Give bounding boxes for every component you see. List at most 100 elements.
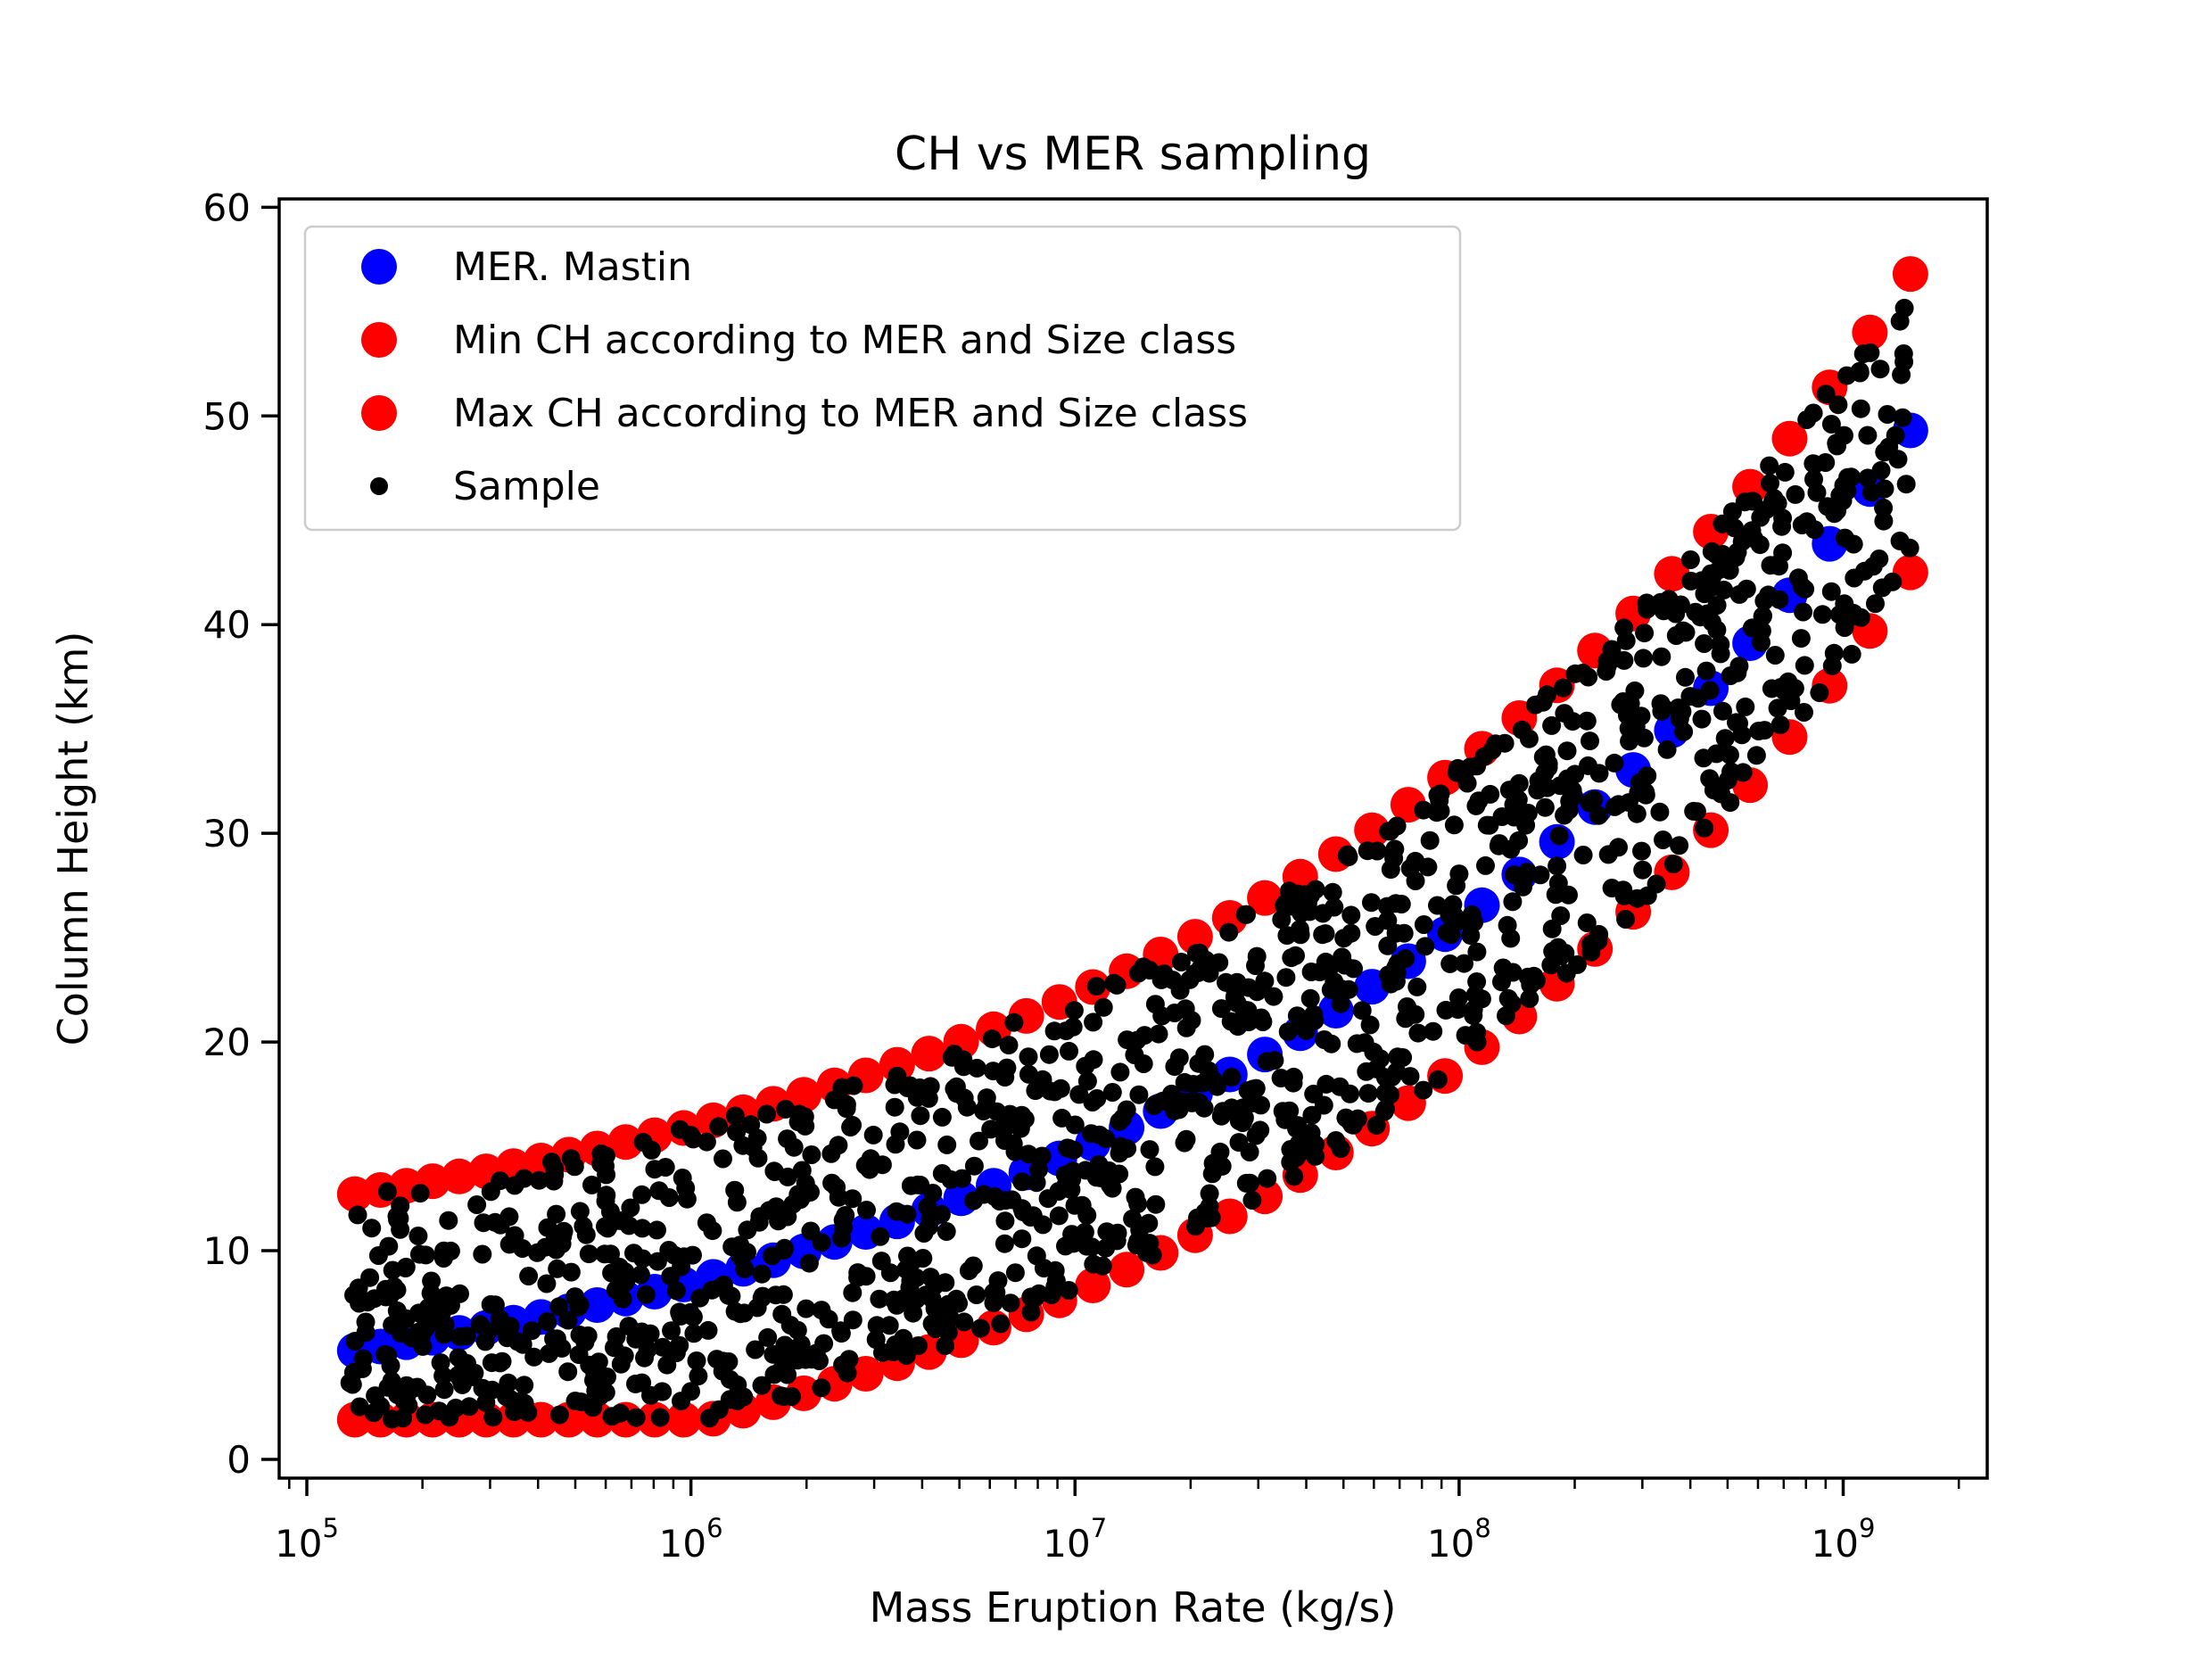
scatter-point-sample xyxy=(1597,657,1617,676)
scatter-point-sample xyxy=(538,1312,557,1331)
scatter-point-sample xyxy=(515,1376,534,1395)
scatter-point-max-ch xyxy=(1247,880,1283,916)
scatter-point-sample xyxy=(1292,904,1311,923)
scatter-point-sample xyxy=(611,1354,631,1374)
scatter-point-sample xyxy=(1701,564,1721,583)
scatter-point-sample xyxy=(1431,801,1450,821)
scatter-point-sample xyxy=(383,1409,401,1429)
scatter-point-sample xyxy=(1687,802,1706,822)
scatter-point-sample xyxy=(988,1271,1008,1291)
scatter-point-sample xyxy=(1674,722,1694,741)
scatter-point-sample xyxy=(1804,469,1823,489)
scatter-point-sample xyxy=(1322,1034,1341,1054)
scatter-point-sample xyxy=(1528,781,1548,800)
scatter-point-sample xyxy=(1062,1169,1082,1189)
scatter-point-sample xyxy=(1474,747,1494,766)
scatter-point-sample xyxy=(1337,846,1357,865)
scatter-point-sample xyxy=(474,1213,493,1233)
scatter-point-sample xyxy=(1713,701,1732,721)
scatter-point-min-ch xyxy=(665,1401,702,1438)
scatter-point-sample xyxy=(1104,973,1124,993)
scatter-point-sample xyxy=(792,1161,812,1180)
scatter-point-sample xyxy=(1768,698,1787,718)
scatter-point-sample xyxy=(1117,1100,1136,1120)
scatter-point-sample xyxy=(1508,789,1528,809)
scatter-point-sample xyxy=(727,1193,747,1212)
scatter-point-sample xyxy=(353,1349,373,1368)
scatter-point-sample xyxy=(765,1162,785,1182)
scatter-point-sample xyxy=(1559,800,1579,820)
scatter-point-sample xyxy=(1243,1079,1263,1099)
scatter-point-sample xyxy=(788,1351,807,1370)
scatter-point-sample xyxy=(561,1149,581,1169)
scatter-point-sample xyxy=(1791,629,1811,649)
scatter-point-sample xyxy=(1408,1023,1428,1043)
scatter-point-sample xyxy=(598,1368,616,1386)
scatter-point-sample xyxy=(1481,784,1500,804)
scatter-point-sample xyxy=(1302,1105,1322,1125)
scatter-point-sample xyxy=(1281,1140,1300,1159)
scatter-point-sample xyxy=(391,1324,410,1343)
scatter-point-sample xyxy=(481,1182,500,1202)
scatter-point-sample xyxy=(659,1188,679,1207)
scatter-point-sample xyxy=(1082,1237,1102,1257)
scatter-point-sample xyxy=(574,1217,593,1235)
scatter-point-sample xyxy=(1364,1042,1383,1062)
scatter-point-sample xyxy=(1033,1070,1052,1089)
scatter-point-sample xyxy=(607,1326,626,1346)
scatter-point-sample xyxy=(1051,1078,1070,1098)
scatter-point-sample xyxy=(752,1264,772,1284)
scatter-point-sample xyxy=(946,1289,966,1309)
scatter-point-sample xyxy=(746,1340,765,1359)
scatter-point-sample xyxy=(1424,1021,1443,1041)
scatter-point-sample xyxy=(1631,707,1651,726)
scatter-point-sample xyxy=(522,1321,541,1341)
scatter-point-sample xyxy=(703,1221,722,1241)
scatter-point-sample xyxy=(1900,538,1919,558)
scatter-point-sample xyxy=(795,1107,814,1127)
scatter-point-sample xyxy=(1342,1115,1362,1135)
scatter-point-sample xyxy=(1657,740,1677,759)
scatter-point-sample xyxy=(1118,1030,1137,1050)
scatter-point-sample xyxy=(352,1290,372,1310)
scatter-point-sample xyxy=(970,1318,990,1338)
scatter-point-sample xyxy=(697,1132,716,1152)
scatter-point-sample xyxy=(1883,572,1902,591)
scatter-point-sample xyxy=(1516,815,1536,835)
scatter-point-sample xyxy=(937,1222,956,1241)
scatter-point-sample xyxy=(1193,1073,1213,1093)
scatter-point-sample xyxy=(1039,1045,1059,1064)
x-tick-label: 109 xyxy=(1812,1513,1876,1566)
scatter-point-sample xyxy=(1533,748,1553,767)
scatter-point-max-ch xyxy=(1771,420,1808,457)
scatter-point-sample xyxy=(1795,579,1815,599)
scatter-point-sample xyxy=(458,1353,476,1373)
x-tick-label: 107 xyxy=(1043,1513,1107,1566)
scatter-point-sample xyxy=(897,1204,917,1224)
scatter-point-sample xyxy=(1019,1047,1038,1067)
scatter-point-sample xyxy=(1521,971,1540,991)
scatter-point-sample xyxy=(1462,905,1482,924)
scatter-point-sample xyxy=(1794,602,1813,622)
scatter-point-sample xyxy=(470,1315,490,1335)
scatter-point-sample xyxy=(1581,731,1599,751)
scatter-point-sample xyxy=(1651,694,1671,714)
scatter-point-sample xyxy=(1107,1231,1127,1251)
scatter-point-sample xyxy=(1542,919,1562,938)
axes-spines xyxy=(277,197,1989,1480)
scatter-point-sample xyxy=(1676,667,1695,687)
scatter-point-sample xyxy=(648,1252,667,1271)
scatter-point-sample xyxy=(1577,913,1597,932)
scatter-point-sample xyxy=(1316,952,1335,971)
scatter-point-sample xyxy=(1772,516,1792,536)
scatter-point-sample xyxy=(936,1273,955,1293)
scatter-point-sample xyxy=(802,1350,821,1369)
scatter-point-mastin xyxy=(579,1287,615,1323)
scatter-point-sample xyxy=(880,1263,900,1283)
scatter-point-sample xyxy=(1219,922,1239,942)
scatter-point-sample xyxy=(843,1115,863,1135)
scatter-point-sample xyxy=(362,1219,382,1238)
scatter-point-sample xyxy=(959,1261,978,1280)
scatter-point-sample xyxy=(1893,408,1912,427)
